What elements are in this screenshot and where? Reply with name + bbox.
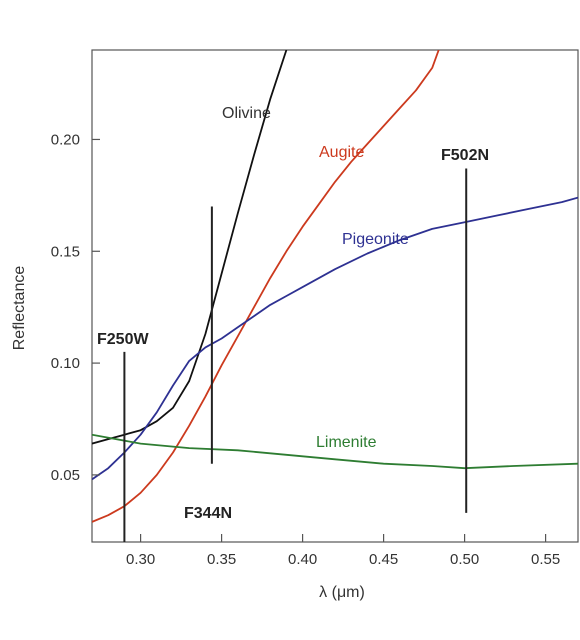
- x-tick-label: 0.55: [531, 551, 560, 568]
- filter-label-f250w: F250W: [97, 331, 149, 348]
- filter-label-f344n: F344N: [184, 505, 232, 522]
- series-line-limenite: [92, 433, 578, 470]
- x-tick-label: 0.40: [288, 551, 317, 568]
- y-ticks-group: 0.05 0.10 0.15 0.20: [51, 131, 100, 484]
- x-tick-label: 0.30: [126, 551, 155, 568]
- filter-label-f502n: F502N: [441, 147, 489, 164]
- filter-bands-group: [123, 168, 468, 542]
- x-axis-label: λ (μm): [319, 584, 365, 601]
- series-labels-group: Olivine Augite Pigeonite Limenite F250W F344N…: [97, 105, 489, 522]
- x-ticks-group: 0.30 0.35 0.40 0.45 0.50 0.55: [126, 534, 560, 568]
- series-line-augite: [92, 50, 440, 523]
- x-tick-label: 0.45: [369, 551, 398, 568]
- x-tick-label: 0.35: [207, 551, 236, 568]
- series-label-augite: Augite: [319, 144, 364, 161]
- series-line-pigeonite: [92, 196, 578, 481]
- series-label-limenite: Limenite: [316, 434, 377, 451]
- y-tick-label: 0.10: [51, 355, 80, 372]
- y-tick-label: 0.05: [51, 467, 80, 484]
- x-tick-label: 0.50: [450, 551, 479, 568]
- series-label-pigeonite: Pigeonite: [342, 231, 409, 248]
- plot-frame: [91, 49, 579, 543]
- series-label-olivine: Olivine: [222, 105, 271, 122]
- y-tick-label: 0.15: [51, 243, 80, 260]
- y-axis-label: Reflectance: [11, 266, 28, 351]
- series-group: [92, 50, 578, 523]
- y-tick-label: 0.20: [51, 131, 80, 148]
- plot-frame-group: [91, 49, 579, 543]
